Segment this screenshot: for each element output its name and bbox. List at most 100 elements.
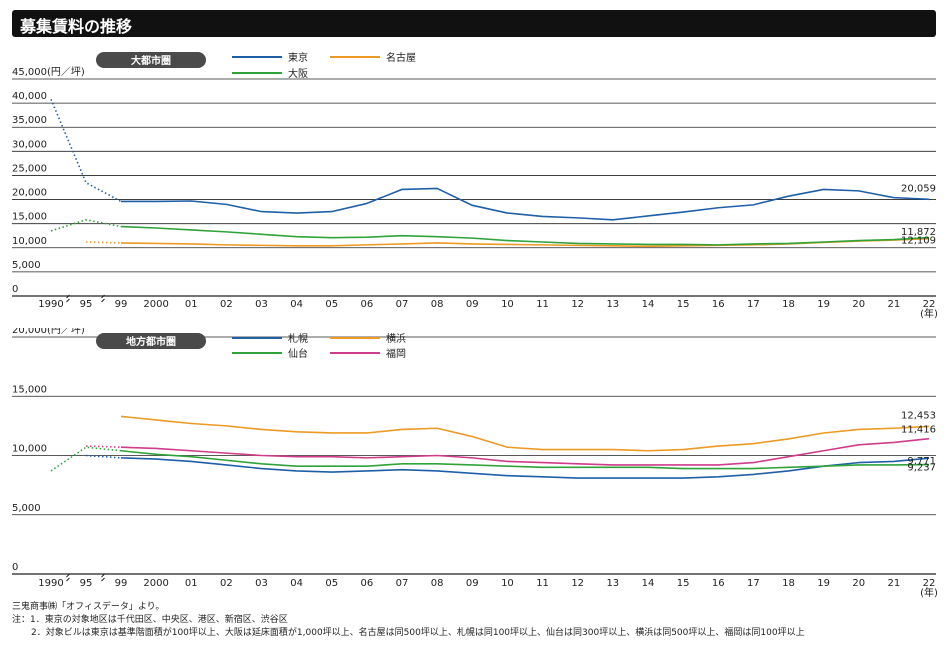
x-tick-label: 11 [536,299,549,310]
x-tick-label: 14 [642,299,655,310]
end-value-label: 9,771 [907,456,936,467]
legend-label: 福岡 [386,347,406,360]
note-2: 2．対象ビルは東京は基準階面積が100坪以上、大阪は延床面積が1,000坪以上、… [31,628,805,638]
y-tick-label: 0 [12,284,18,295]
legend-label: 名古屋 [386,51,416,64]
legend-label: 札幌 [288,332,308,345]
y-tick-label: 0 [12,562,18,573]
x-tick-label: 02 [220,578,233,589]
y-tick-label: 20,000(円／坪) [12,328,85,336]
x-tick-label: 04 [290,578,303,589]
y-tick-label: 35,000 [12,115,47,126]
panel-label: 大都市圏 [131,54,171,67]
end-value-label: 12,109 [901,236,936,247]
x-tick-label: 2000 [143,299,168,310]
x-tick-label: 08 [431,299,444,310]
x-tick-label: 22 [923,299,936,310]
y-tick-label: 5,000 [12,260,41,271]
y-tick-label: 20,000 [12,188,47,199]
series-dotted-line [85,241,122,244]
series-dotted-line [85,445,122,449]
x-tick-label: 12 [571,299,584,310]
axis-break-mark [66,294,70,303]
x-tick-label: 95 [80,299,93,310]
x-tick-label: 05 [325,299,338,310]
y-tick-label: 30,000 [12,139,47,150]
x-tick-label: 09 [466,299,479,310]
x-tick-label: 05 [325,578,338,589]
axis-break-mark [101,294,105,303]
x-tick-label: 21 [887,299,900,310]
end-value-label: 9,237 [907,463,936,474]
x-tick-label: 16 [712,299,725,310]
series-line [120,437,930,466]
x-tick-label: 08 [431,578,444,589]
y-tick-label: 10,000 [12,444,47,455]
x-tick-label: 99 [115,299,128,310]
panel-label-pill [96,52,206,68]
title-bar: 募集賃料の推移 [12,10,936,37]
x-tick-label: 1990 [38,299,63,310]
x-tick-label: 02 [220,299,233,310]
x-tick-label: 13 [606,299,619,310]
x-tick-label: 11 [536,578,549,589]
x-tick-label: 01 [185,578,198,589]
x-tick-label: 21 [887,578,900,589]
x-tick-label: 15 [677,299,690,310]
series-line [120,225,930,246]
x-tick-label: 07 [396,578,409,589]
axis-break-mark [66,573,70,582]
series-line [120,457,930,479]
x-tick-label: 95 [80,578,93,589]
x-tick-label: 15 [677,578,690,589]
x-tick-label: 19 [817,299,830,310]
series-dotted-line [50,98,122,203]
x-tick-label: 10 [501,578,514,589]
x-tick-label: 99 [115,578,128,589]
x-tick-label: 1990 [38,578,63,589]
x-tick-label: 18 [782,299,795,310]
end-value-label: 11,872 [901,227,936,238]
x-tick-label: 01 [185,299,198,310]
x-tick-label: 14 [642,578,655,589]
note-1: 注：1．東京の対象地区は千代田区、中央区、港区、新宿区、渋谷区 [12,615,288,625]
panel-label: 地方都市圏 [126,335,176,348]
x-tick-label: 13 [606,578,619,589]
series-dotted-line [50,446,122,472]
x-tick-label: 16 [712,578,725,589]
x-tick-label: 06 [361,578,374,589]
y-tick-label: 15,000 [12,212,47,223]
x-tick-label: 03 [255,578,268,589]
upper-chart-metro: 0 5,000 10,000 15,000 20,000 25,000 30,000 35,0… [12,51,938,320]
end-value-label: 12,453 [901,410,936,421]
x-tick-label: 20 [852,578,865,589]
x-tick-label: 03 [255,299,268,310]
x-tick-label: 18 [782,578,795,589]
y-tick-label: 10,000 [12,236,47,247]
x-tick-label: 20 [852,299,865,310]
y-tick-label: 5,000 [12,503,41,514]
end-value-label: 20,059 [901,183,936,194]
series-dotted-line [50,218,122,232]
legend-label: 横浜 [386,332,406,345]
legend-label: 仙台 [288,347,308,360]
x-tick-label: 09 [466,578,479,589]
y-tick-label: 25,000 [12,163,47,174]
x-tick-label: 2000 [143,578,168,589]
x-unit-label: (年) [920,586,938,599]
y-tick-label: 15,000 [12,384,47,395]
series-dotted-line [85,454,122,459]
x-tick-label: 22 [923,578,936,589]
x-tick-label: 12 [571,578,584,589]
end-value-label: 11,416 [901,425,936,436]
page-title: 募集賃料の推移 [20,17,133,36]
x-tick-label: 17 [747,578,760,589]
panel-label-pill [96,333,206,349]
legend-label: 大阪 [288,67,308,80]
x-tick-label: 07 [396,299,409,310]
y-tick-label: 40,000 [12,91,47,102]
y-tick-label: 45,000(円／坪) [12,65,85,78]
legend-label: 東京 [288,51,308,64]
series-line [121,187,930,221]
